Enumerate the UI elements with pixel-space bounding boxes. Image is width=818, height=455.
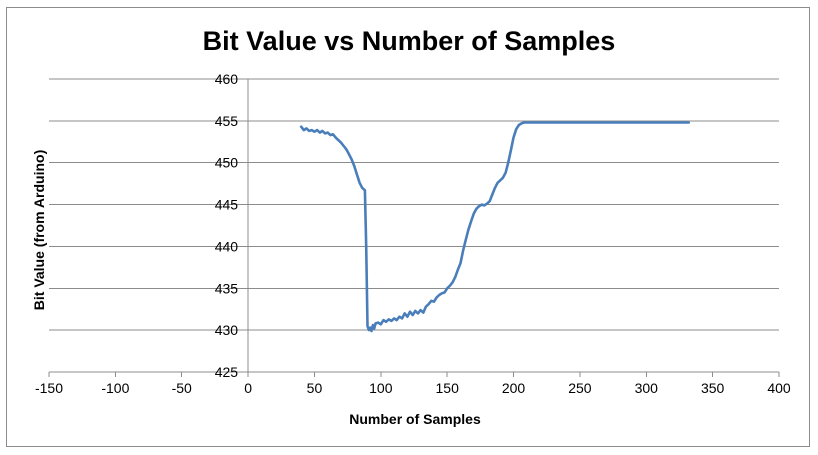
x-tick-label-6: 150: [436, 380, 460, 396]
x-tick-label-5: 100: [369, 380, 393, 396]
x-tick-label-7: 200: [502, 380, 526, 396]
y-tick-label-3: 440: [215, 238, 239, 254]
y-tick-label-5: 450: [215, 155, 239, 171]
x-tick-label-0: -150: [35, 380, 63, 396]
y-tick-label-7: 460: [215, 71, 239, 87]
chart-frame: -150 -100 -50 0 50 100 150 200 250 300 350 400 425 43…: [6, 7, 810, 447]
y-axis-title: Bit Value (from Arduino): [31, 150, 47, 310]
x-tick-label-3: 0: [244, 380, 252, 396]
tick-labels: -150 -100 -50 0 50 100 150 200 250 300 350 400 425 43…: [35, 71, 791, 396]
gridlines: [49, 78, 779, 331]
y-tick-label-0: 425: [215, 364, 239, 380]
y-tick-label-4: 445: [215, 197, 239, 213]
x-tick-label-2: -50: [172, 380, 192, 396]
y-tick-label-6: 455: [215, 113, 239, 129]
x-axis-title: Number of Samples: [349, 411, 481, 427]
y-tick-label-1: 430: [215, 322, 239, 338]
x-tick-label-10: 350: [701, 380, 725, 396]
axes: [48, 78, 780, 377]
x-tick-label-11: 400: [767, 380, 791, 396]
chart-title: Bit Value vs Number of Samples: [203, 26, 616, 56]
x-tick-label-1: -100: [101, 380, 129, 396]
line-chart: -150 -100 -50 0 50 100 150 200 250 300 350 400 425 43…: [31, 26, 791, 427]
x-tick-label-4: 50: [307, 380, 323, 396]
x-tick-label-8: 250: [568, 380, 592, 396]
y-tick-label-2: 435: [215, 280, 239, 296]
x-tick-label-9: 300: [635, 380, 659, 396]
series-lines: [299, 121, 691, 333]
series-line-0: [299, 121, 691, 333]
